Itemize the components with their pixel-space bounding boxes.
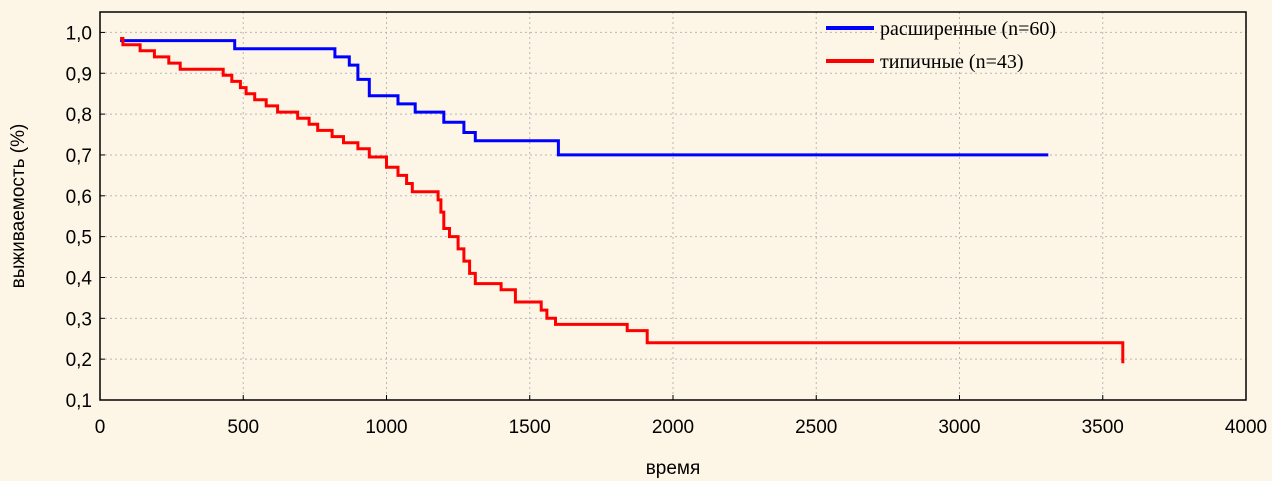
y-tick-label: 0,9 bbox=[66, 64, 92, 85]
x-tick-label: 1500 bbox=[509, 417, 551, 438]
y-tick-label: 0,4 bbox=[66, 268, 93, 289]
y-tick-label: 0,7 bbox=[66, 146, 92, 167]
y-tick-label: 1,0 bbox=[66, 23, 92, 44]
x-axis: 0 500 1000 1500 2000 2500 3000 3500 4000 bbox=[95, 395, 1267, 438]
legend-label-2: типичные (n=43) bbox=[880, 51, 1024, 73]
y-tick-label: 0,5 bbox=[66, 228, 92, 249]
y-axis-title: выживаемость (%) bbox=[8, 124, 29, 289]
series-line-2 bbox=[120, 37, 1125, 364]
y-tick-label: 0,8 bbox=[66, 105, 92, 126]
series-layer bbox=[120, 37, 1125, 364]
x-tick-label: 2500 bbox=[795, 417, 837, 438]
series-line-1 bbox=[120, 39, 1049, 157]
x-tick-label: 3500 bbox=[1082, 417, 1124, 438]
y-tick-label: 0,2 bbox=[66, 350, 92, 371]
x-tick-label: 4000 bbox=[1225, 417, 1267, 438]
x-tick-label: 1000 bbox=[365, 417, 407, 438]
x-tick-label: 3000 bbox=[938, 417, 980, 438]
grid bbox=[100, 12, 1246, 400]
x-axis-title: время bbox=[646, 458, 701, 479]
x-tick-label: 0 bbox=[95, 417, 106, 438]
y-axis: 0,1 0,2 0,3 0,4 0,5 0,6 0,7 0,8 0,9 1,0 bbox=[66, 23, 105, 412]
y-tick-label: 0,3 bbox=[66, 309, 92, 330]
x-tick-label: 500 bbox=[227, 417, 259, 438]
y-tick-label: 0,6 bbox=[66, 187, 92, 208]
y-tick-label: 0,1 bbox=[66, 391, 92, 412]
x-tick-label: 2000 bbox=[652, 417, 694, 438]
legend-label-1: расширенные (n=60) bbox=[880, 18, 1056, 40]
legend: расширенные (n=60) типичные (n=43) bbox=[826, 18, 1056, 73]
